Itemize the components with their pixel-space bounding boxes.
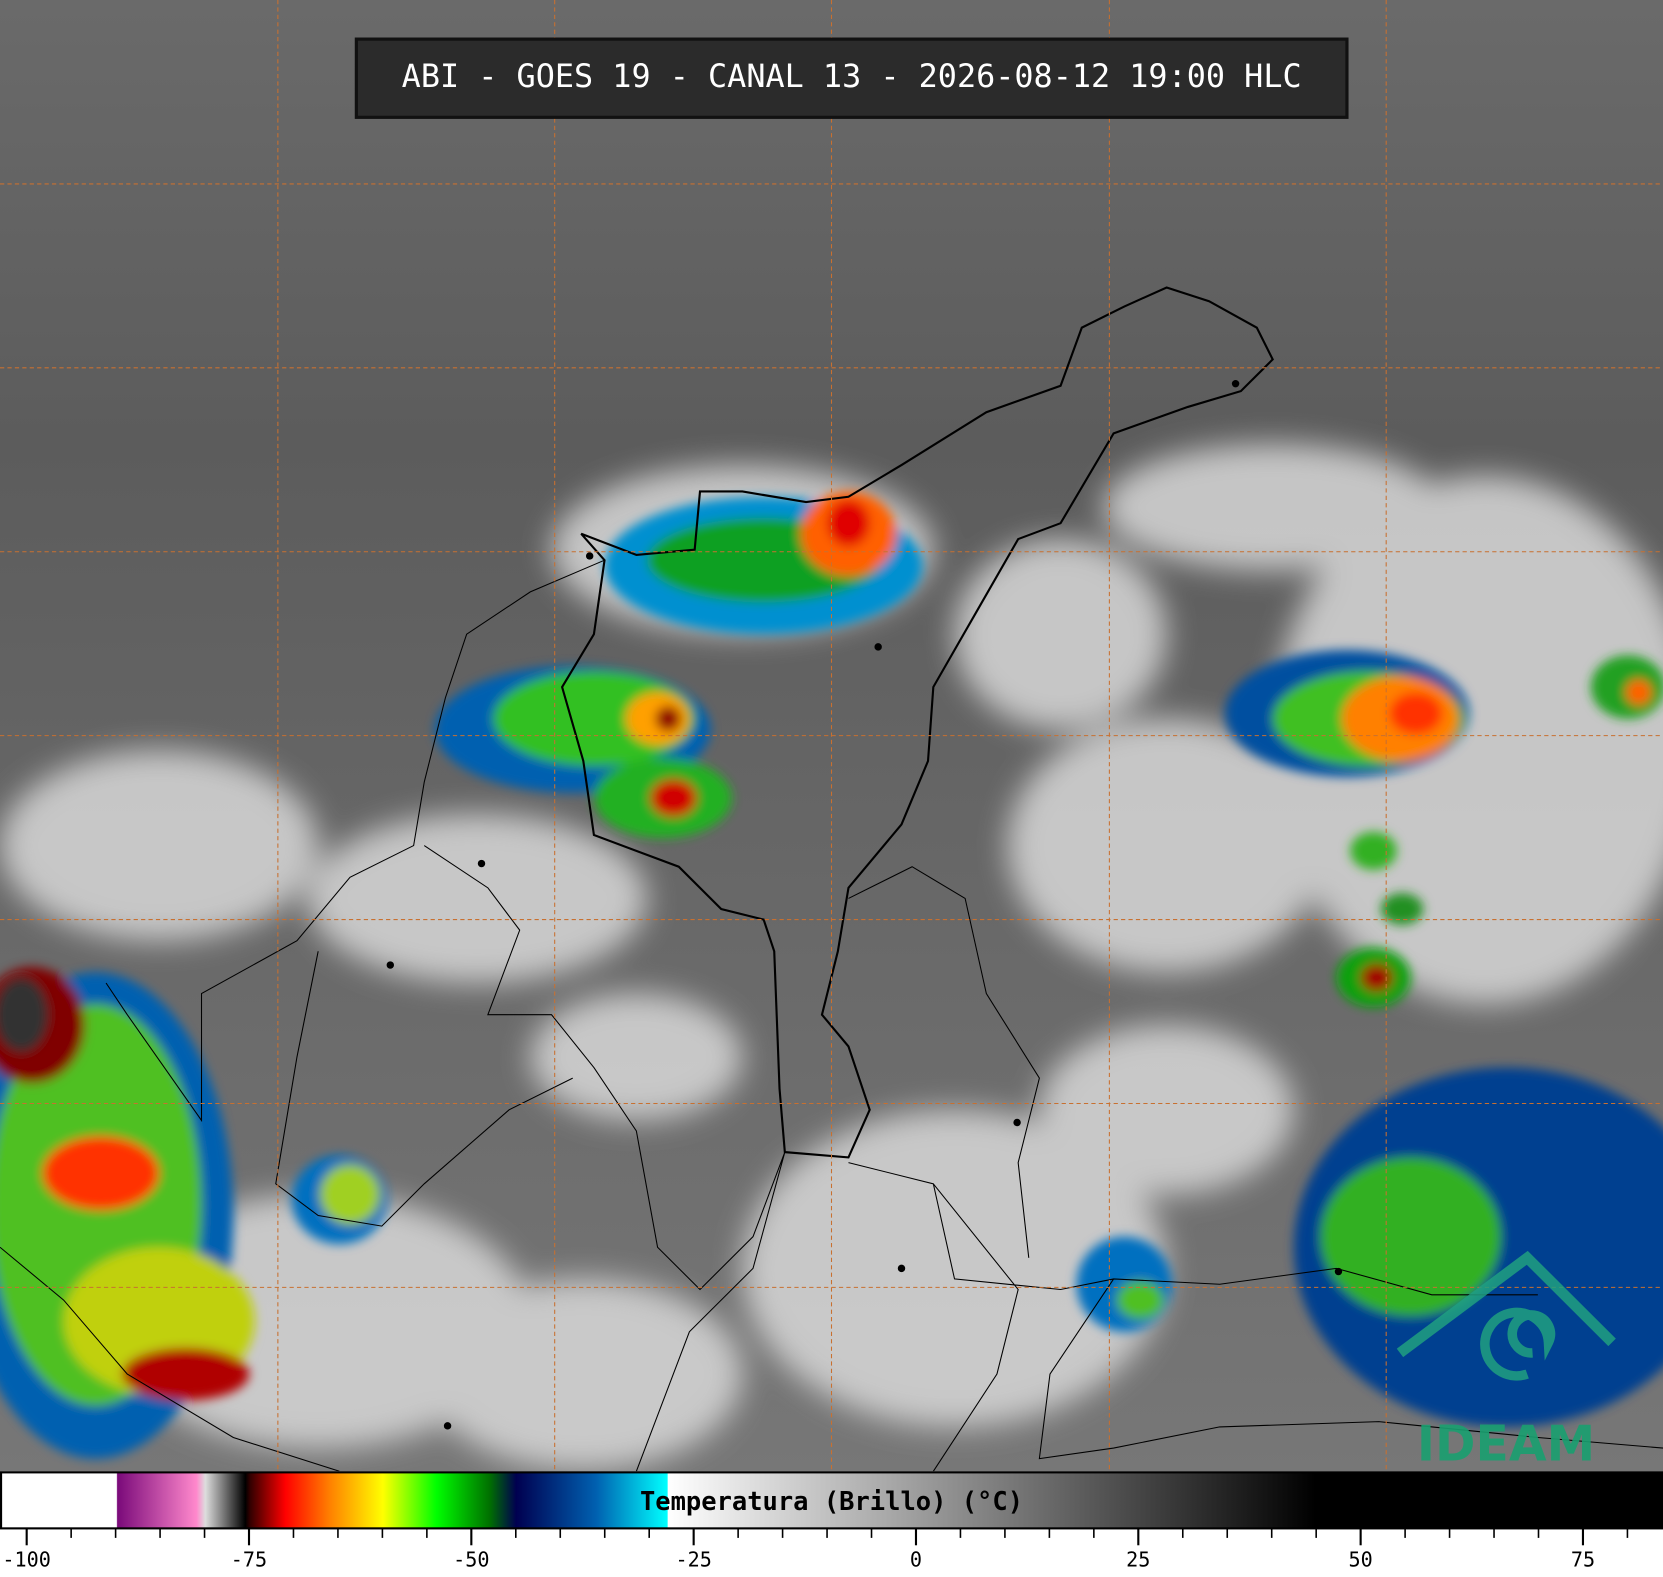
colorbar-label: Temperatura (Brillo) (°C) bbox=[640, 1486, 1023, 1516]
satellite-image: IDEAM bbox=[0, 0, 1663, 1473]
tick-label: -75 bbox=[231, 1548, 267, 1572]
title-box: ABI - GOES 19 - CANAL 13 - 2026-08-12 19… bbox=[354, 37, 1349, 119]
colorbar bbox=[0, 1471, 1663, 1530]
graticule bbox=[0, 0, 1663, 1472]
tick-label: 25 bbox=[1126, 1548, 1150, 1572]
tick-label: 50 bbox=[1349, 1548, 1373, 1572]
tick-label: -50 bbox=[453, 1548, 489, 1572]
logo-text: IDEAM bbox=[1417, 1417, 1595, 1473]
colorbar-axis: -100 -75 -50 -25 0 25 50 75 bbox=[2, 1528, 1629, 1572]
tick-label: 75 bbox=[1571, 1548, 1595, 1572]
tick-label: -100 bbox=[2, 1548, 51, 1572]
title: ABI - GOES 19 - CANAL 13 - 2026-08-12 19… bbox=[402, 59, 1302, 95]
logo: IDEAM bbox=[1396, 1250, 1616, 1473]
tick-label: 0 bbox=[910, 1548, 922, 1572]
tick-label: -25 bbox=[675, 1548, 711, 1572]
